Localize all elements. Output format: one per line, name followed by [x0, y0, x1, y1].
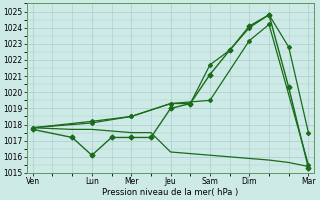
X-axis label: Pression niveau de la mer( hPa ): Pression niveau de la mer( hPa ) — [102, 188, 239, 197]
